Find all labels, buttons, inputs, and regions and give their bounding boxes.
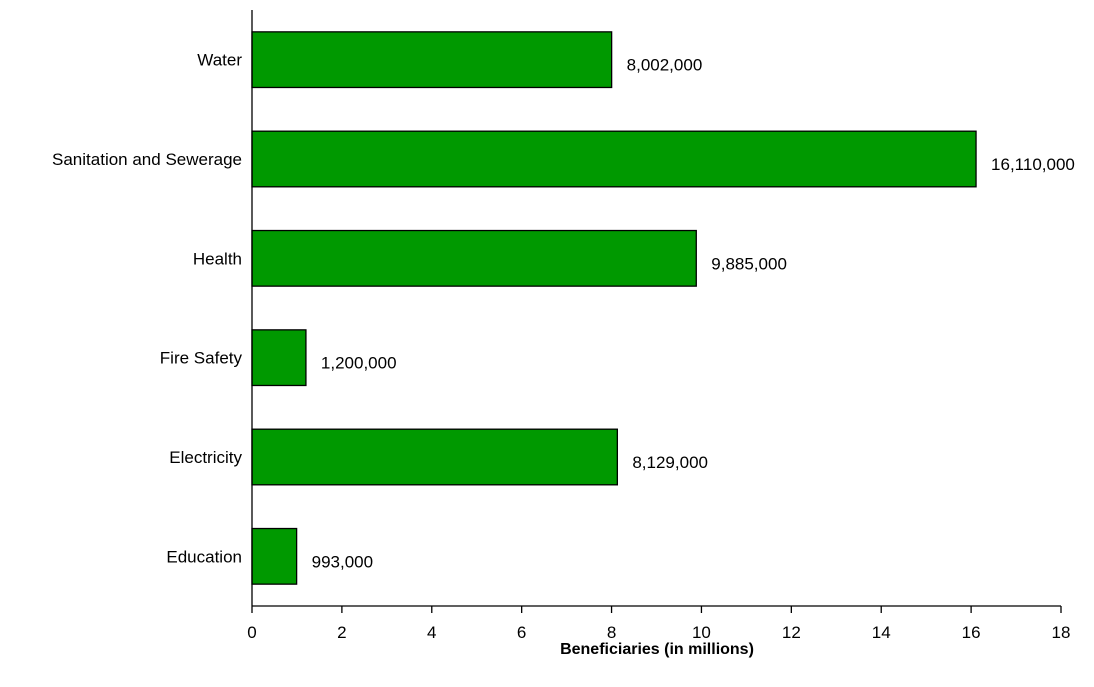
x-tick-label-2: 2 bbox=[337, 623, 346, 642]
data-label-sanitation-and-sewerage: 16,110,000 bbox=[991, 155, 1075, 174]
bar-water bbox=[251, 31, 613, 89]
x-tick-label-10: 10 bbox=[692, 623, 711, 642]
bar-sanitation-and-sewerage bbox=[251, 130, 977, 188]
data-label-health: 9,885,000 bbox=[711, 254, 787, 273]
category-label-fire-safety: Fire Safety bbox=[160, 349, 243, 368]
data-label-electricity: 8,129,000 bbox=[632, 453, 708, 472]
x-tick-label-4: 4 bbox=[427, 623, 436, 642]
category-label-water: Water bbox=[197, 51, 242, 70]
bar-electricity bbox=[251, 428, 619, 486]
data-label-education: 993,000 bbox=[312, 552, 373, 571]
x-axis-title: Beneficiaries (in millions) bbox=[560, 641, 754, 658]
label-layer: Water 8,002,000 Sanitation and Sewerage 16,… bbox=[52, 51, 1075, 642]
x-tick-label-14: 14 bbox=[872, 623, 891, 642]
x-tick-label-8: 8 bbox=[607, 623, 616, 642]
bar-fire-safety bbox=[251, 329, 307, 387]
bars-layer bbox=[251, 31, 977, 585]
bar-education bbox=[251, 527, 298, 585]
x-tick-label-18: 18 bbox=[1052, 623, 1071, 642]
x-tick-label-16: 16 bbox=[962, 623, 981, 642]
category-label-education: Education bbox=[166, 547, 242, 566]
data-label-water: 8,002,000 bbox=[627, 56, 703, 75]
bar-health bbox=[251, 229, 697, 287]
x-tick-label-12: 12 bbox=[782, 623, 801, 642]
axis-layer bbox=[251, 10, 1062, 613]
data-label-fire-safety: 1,200,000 bbox=[321, 354, 397, 373]
category-label-health: Health bbox=[193, 249, 242, 268]
category-label-electricity: Electricity bbox=[169, 448, 242, 467]
x-tick-label-0: 0 bbox=[247, 623, 256, 642]
category-label-sanitation-and-sewerage: Sanitation and Sewerage bbox=[52, 150, 242, 169]
x-tick-label-6: 6 bbox=[517, 623, 526, 642]
